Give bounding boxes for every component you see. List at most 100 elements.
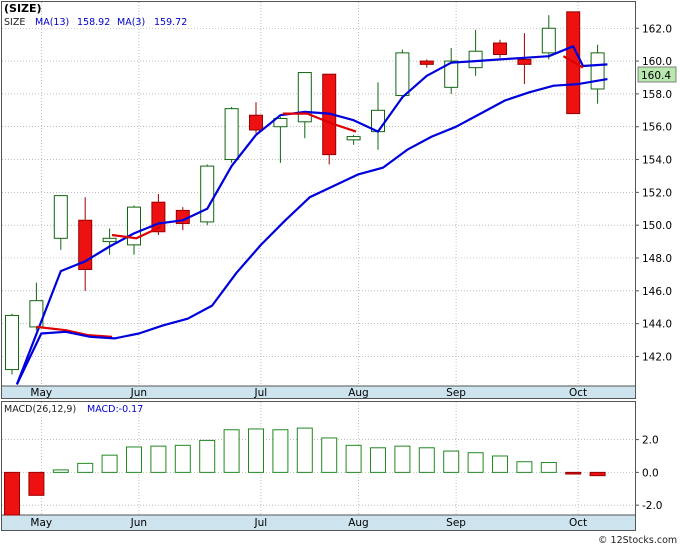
candle-body (468, 50, 483, 69)
price-ytick-label: 154.0 (642, 155, 672, 167)
ma-line (15, 45, 608, 385)
macd-bar (101, 454, 118, 473)
candle-body (419, 60, 434, 65)
macd-bar (4, 471, 20, 516)
macd-bar (565, 471, 582, 475)
candle-body (541, 27, 556, 54)
candle-body (493, 42, 507, 56)
price-ytick-label: 150.0 (642, 220, 672, 232)
price-month-label: Jul (254, 387, 268, 399)
legend-ma13-label: MA(13) (35, 17, 69, 28)
macd-month-label: May (30, 517, 52, 529)
price-ytick-label: 162.0 (642, 23, 672, 35)
ma-line (36, 325, 113, 338)
price-month-label: Jun (130, 387, 147, 399)
macd-bar (272, 429, 289, 473)
candle-body (346, 136, 361, 141)
macd-bar (28, 471, 45, 496)
price-xaxis-band (1, 385, 636, 399)
price-month-label: May (30, 387, 52, 399)
macd-month-label: Aug (348, 517, 369, 529)
candle-body (395, 52, 410, 97)
macd-ytick-label: -2.0 (642, 500, 663, 512)
macd-bar (150, 445, 167, 473)
macd-bar (467, 452, 484, 473)
price-panel (1, 1, 636, 399)
macd-bar (248, 428, 264, 473)
candle-body (444, 60, 459, 88)
macd-bar (418, 447, 435, 473)
macd-month-label: Oct (569, 517, 587, 529)
macd-ytick-label: 2.0 (642, 435, 659, 447)
price-candles (5, 11, 605, 375)
moving-average-lines (15, 45, 608, 385)
candle-body (200, 165, 215, 223)
macd-bar (370, 447, 386, 473)
price-ytick-label: 158.0 (642, 89, 672, 101)
macd-bar (321, 437, 338, 473)
price-ytick-label: 156.0 (642, 122, 672, 134)
macd-legend-value: MACD:-0.17 (87, 404, 143, 415)
price-month-label: Aug (348, 387, 369, 399)
legend-ma3-label: MA(3) (117, 17, 145, 28)
legend-ma13-value: 158.92 (77, 17, 110, 28)
macd-bar (589, 471, 606, 477)
price-ytick-label: 148.0 (642, 253, 672, 265)
last-price-label: 160.4 (641, 70, 671, 82)
copyright-text: © 12Stocks.com (598, 535, 677, 546)
macd-bar (223, 429, 240, 473)
candle-body (53, 195, 68, 239)
candle-body (224, 108, 239, 161)
macd-bar (443, 450, 460, 473)
macd-bar (199, 439, 216, 473)
ma-line (562, 55, 584, 69)
candle-body (5, 314, 19, 371)
price-month-label: Sep (446, 387, 466, 399)
macd-bar (492, 455, 508, 473)
macd-legend-label: MACD(26,12,9) (4, 404, 76, 415)
price-gridlines (2, 2, 635, 386)
ma-line (282, 112, 357, 133)
price-ytick-label: 142.0 (642, 351, 672, 363)
candle-body (273, 118, 288, 128)
price-ytick-label: 152.0 (642, 187, 672, 199)
symbol-label: (SIZE) (4, 2, 42, 15)
macd-bar (394, 445, 411, 473)
macd-bar (345, 444, 362, 473)
price-ytick-label: 146.0 (642, 286, 672, 298)
candle-body (517, 58, 532, 65)
macd-xaxis-band (1, 514, 636, 531)
ma-line (111, 225, 162, 240)
price-ytick-label: 160.0 (642, 56, 672, 68)
macd-yaxis: -2.0 0.0 2.0 (635, 435, 663, 512)
price-ytick-label: 144.0 (642, 319, 672, 331)
ma-line (15, 78, 608, 385)
price-yaxis: 142.0 144.0 146.0 148.0 150.0 152.0 154.0 156.0… (635, 23, 672, 363)
candle-body (127, 206, 141, 246)
macd-panel (1, 401, 636, 531)
candle-body (249, 114, 263, 131)
macd-bar (296, 427, 313, 473)
last-price-badge (637, 66, 677, 83)
legend-symbol: SIZE (4, 17, 25, 28)
price-xaxis-labels: May Jun Jul Aug Sep Oct (30, 387, 587, 399)
macd-bar (52, 469, 69, 473)
macd-month-label: Jul (254, 517, 268, 529)
macd-bar (126, 446, 142, 473)
macd-month-label: Sep (446, 517, 466, 529)
candle-body (78, 219, 93, 270)
candle-body (102, 237, 117, 243)
candle-body (590, 52, 605, 90)
macd-bars (4, 427, 606, 516)
macd-ytick-label: 0.0 (642, 467, 659, 479)
macd-bar (77, 462, 94, 473)
macd-bar (174, 444, 191, 473)
price-month-label: Oct (569, 387, 587, 399)
macd-bar (516, 461, 533, 473)
legend-ma3-value: 159.72 (154, 17, 187, 28)
macd-xaxis-labels: May Jun Jul Aug Sep Oct (30, 517, 587, 529)
macd-month-label: Jun (130, 517, 147, 529)
candle-body (297, 72, 312, 123)
macd-bar (540, 462, 557, 473)
